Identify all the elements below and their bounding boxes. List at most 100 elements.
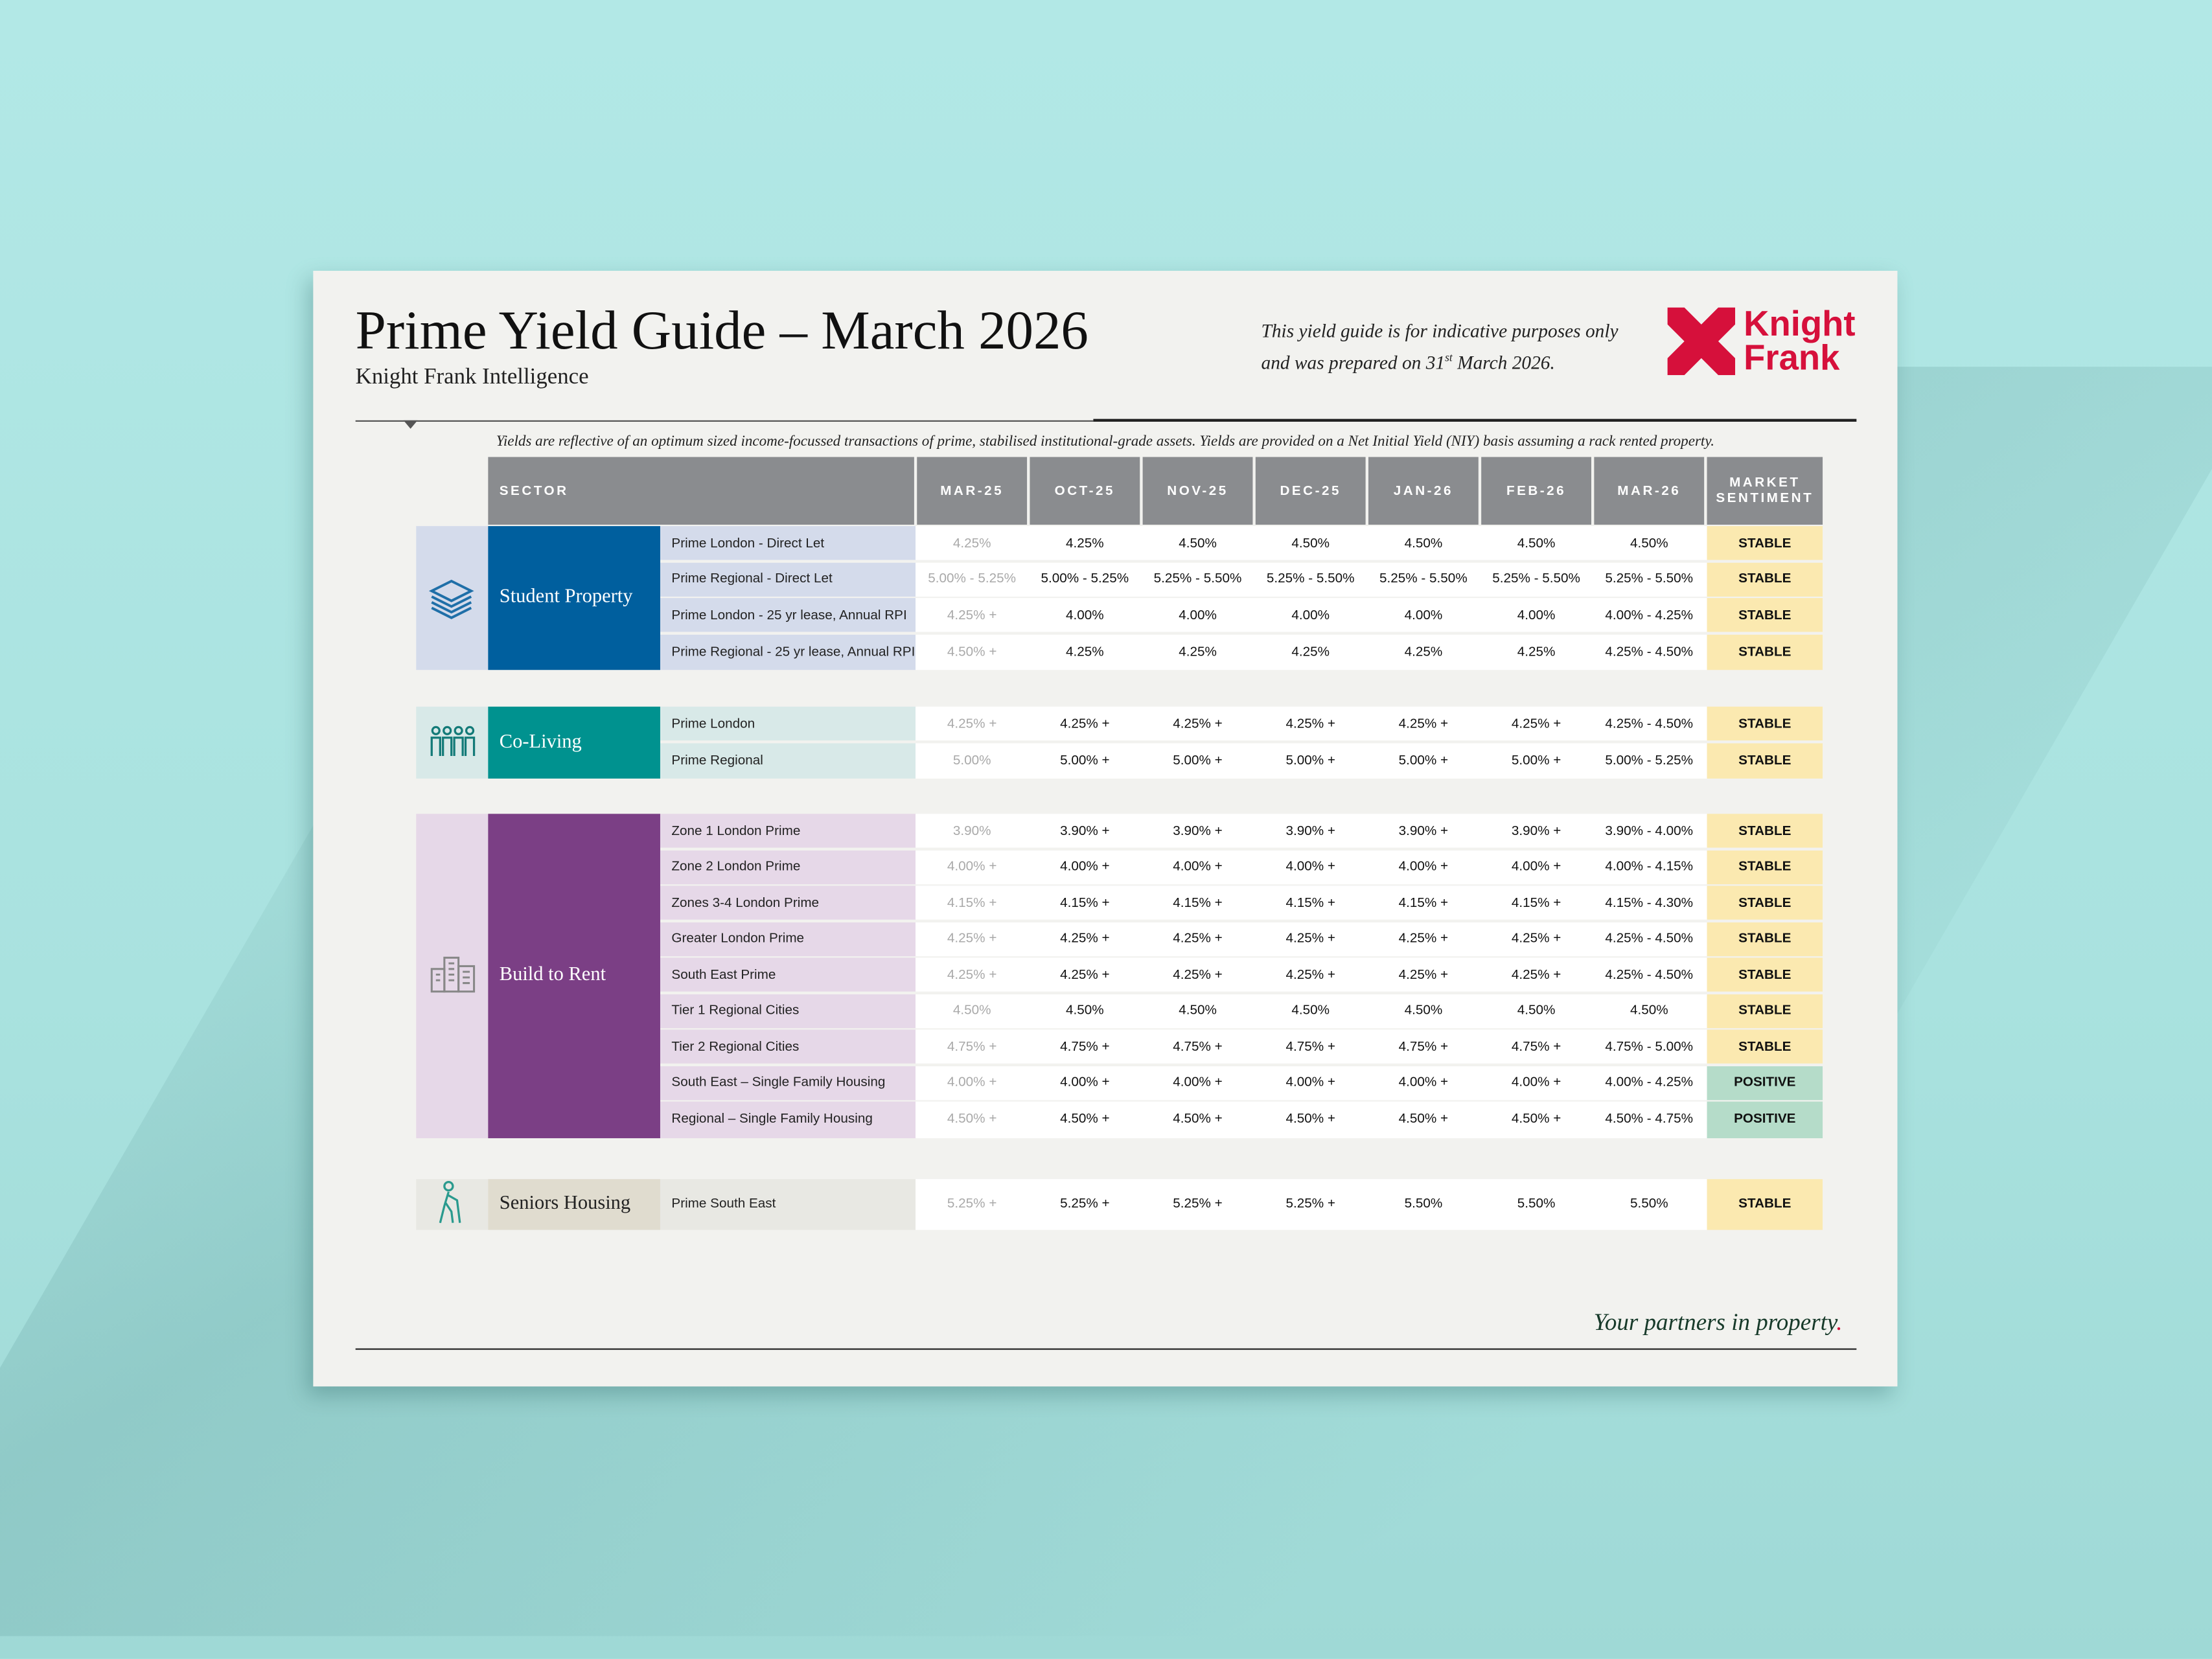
yield-value-nov-25: 4.25% +	[1173, 931, 1223, 946]
subsector-label: Zones 3-4 London Prime	[660, 886, 916, 920]
logo-mark-icon	[1667, 307, 1736, 376]
yield-value-dec-25: 4.00% +	[1285, 858, 1335, 875]
sentiment-badge: STABLE	[1707, 742, 1823, 779]
subsector-label: Prime Regional - 25 yr lease, Annual RPI	[660, 634, 916, 670]
sentiment-badge: POSITIVE	[1707, 1101, 1823, 1138]
yield-value-feb-26: 4.75% +	[1511, 1038, 1561, 1055]
sector-name: Build to Rent	[488, 814, 660, 1138]
yield-value-jan-26: 4.50%	[1404, 1003, 1443, 1019]
logo-word: Knight	[1744, 304, 1856, 345]
subsector-label: South East – Single Family Housing	[660, 1065, 916, 1100]
row-background	[916, 634, 1707, 670]
sentiment-badge: POSITIVE	[1707, 1065, 1823, 1100]
divider	[1093, 418, 1857, 422]
yield-value-dec-25: 5.00% +	[1285, 753, 1335, 769]
sector-name: Student Property	[488, 526, 660, 670]
yield-value-jan-26: 4.25% +	[1398, 931, 1449, 946]
yield-value-oct-25: 4.25%	[1066, 644, 1104, 660]
row-background	[916, 1178, 1707, 1230]
logo-wordmark: Knight Frank	[1744, 304, 1856, 378]
yield-value-oct-25: 4.25% +	[1060, 715, 1110, 731]
yield-value-oct-25: 5.25% +	[1060, 1196, 1110, 1212]
yield-value-oct-25: 4.25%	[1066, 535, 1104, 551]
sector-icon-cell	[416, 706, 489, 779]
row-background	[916, 1101, 1707, 1138]
yield-value-oct-25: 4.00% +	[1060, 858, 1110, 875]
methodology-note: Yields are reflective of an optimum size…	[496, 434, 1715, 450]
yield-value-nov-25: 4.25% +	[1173, 967, 1223, 983]
yield-value-dec-25: 4.15% +	[1285, 895, 1335, 911]
yield-value-mar-26: 4.50%	[1630, 535, 1668, 551]
sentiment-badge: STABLE	[1707, 993, 1823, 1028]
disclaimer-text: and was prepared on 31	[1261, 352, 1446, 373]
yield-value-mar-26: 4.25% - 4.50%	[1605, 644, 1694, 660]
yield-value-mar-25: 4.25%	[952, 535, 991, 551]
yield-value-mar-25: 5.00%	[952, 753, 991, 769]
subsector-label: Prime London - 25 yr lease, Annual RPI	[660, 598, 916, 632]
sector-icon-cell	[416, 526, 489, 670]
sector-icon-cell	[416, 814, 489, 1138]
yield-value-jan-26: 4.75% +	[1398, 1038, 1449, 1055]
column-header-mar-25: MAR-25	[917, 457, 1028, 525]
yield-value-oct-25: 4.50% +	[1060, 1112, 1110, 1128]
row-background	[916, 1065, 1707, 1100]
yield-value-mar-25: 4.75% +	[947, 1038, 997, 1055]
yield-value-jan-26: 5.50%	[1404, 1196, 1443, 1212]
yield-value-nov-25: 4.15% +	[1173, 895, 1223, 911]
yield-value-jan-26: 5.00% +	[1398, 753, 1449, 769]
yield-value-jan-26: 3.90% +	[1398, 823, 1449, 839]
yield-value-oct-25: 3.90% +	[1060, 823, 1110, 839]
subsector-label: Prime South East	[660, 1178, 916, 1230]
subsector-label: Greater London Prime	[660, 921, 916, 956]
subsector-label: Tier 2 Regional Cities	[660, 1029, 916, 1064]
yield-value-dec-25: 3.90% +	[1285, 823, 1335, 839]
yield-value-mar-26: 4.00% - 4.15%	[1605, 858, 1694, 875]
yield-value-mar-26: 4.00% - 4.25%	[1605, 1075, 1694, 1091]
row-background	[916, 706, 1707, 741]
column-header-oct-25: OCT-25	[1030, 457, 1140, 525]
yield-value-feb-26: 4.50% +	[1511, 1112, 1561, 1128]
yield-value-nov-25: 4.50%	[1179, 535, 1217, 551]
yield-value-feb-26: 4.25%	[1517, 644, 1556, 660]
yield-value-feb-26: 4.50%	[1517, 1003, 1556, 1019]
logo-word: Frank	[1744, 338, 1840, 378]
yield-value-dec-25: 4.00%	[1291, 607, 1330, 623]
subsector-label: Regional – Single Family Housing	[660, 1101, 916, 1138]
column-header-mar-26: MAR-26	[1594, 457, 1705, 525]
yield-value-oct-25: 5.00% +	[1060, 753, 1110, 769]
sentiment-badge: STABLE	[1707, 814, 1823, 848]
yield-value-nov-25: 4.00% +	[1173, 1075, 1223, 1091]
yield-value-mar-25: 4.25% +	[947, 931, 997, 946]
row-background	[916, 1029, 1707, 1064]
yield-value-feb-26: 4.15% +	[1511, 895, 1561, 911]
yield-value-jan-26: 5.25% - 5.50%	[1379, 571, 1468, 587]
sentiment-badge: STABLE	[1707, 706, 1823, 741]
yield-value-mar-26: 4.50% - 4.75%	[1605, 1112, 1694, 1128]
yield-value-dec-25: 4.50%	[1291, 535, 1330, 551]
sentiment-badge: STABLE	[1707, 849, 1823, 884]
yield-value-nov-25: 4.00% +	[1173, 858, 1223, 875]
subsector-label: South East Prime	[660, 957, 916, 992]
books-icon	[428, 579, 474, 619]
yield-value-feb-26: 4.00% +	[1511, 858, 1561, 875]
row-background	[916, 921, 1707, 956]
yield-value-nov-25: 4.00%	[1179, 607, 1217, 623]
yield-value-dec-25: 4.25% +	[1285, 967, 1335, 983]
yield-value-mar-25: 4.25% +	[947, 715, 997, 731]
subsector-label: Zone 1 London Prime	[660, 814, 916, 848]
yield-value-dec-25: 5.25% +	[1285, 1196, 1335, 1212]
yield-value-dec-25: 4.25%	[1291, 644, 1330, 660]
sentiment-badge: STABLE	[1707, 634, 1823, 670]
row-background	[916, 526, 1707, 560]
yield-value-oct-25: 4.25% +	[1060, 931, 1110, 946]
subsector-label: Prime Regional	[660, 742, 916, 779]
row-background	[916, 849, 1707, 884]
yield-value-mar-26: 4.50%	[1630, 1003, 1668, 1019]
yield-value-feb-26: 4.00%	[1517, 607, 1556, 623]
yield-value-dec-25: 4.50% +	[1285, 1112, 1335, 1128]
column-header-jan-26: JAN-26	[1368, 457, 1479, 525]
yield-value-oct-25: 4.00% +	[1060, 1075, 1110, 1091]
page-title: Prime Yield Guide – March 2026	[355, 300, 1089, 361]
yield-value-mar-26: 4.00% - 4.25%	[1605, 607, 1694, 623]
yield-value-nov-25: 5.25% +	[1173, 1196, 1223, 1212]
